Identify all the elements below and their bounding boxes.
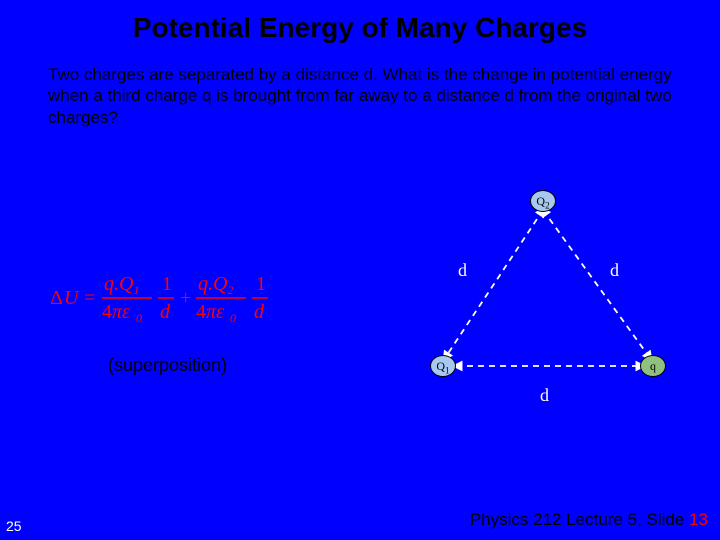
svg-text:U: U xyxy=(64,287,80,309)
charge-q: q xyxy=(640,355,666,377)
svg-text:0: 0 xyxy=(136,311,142,325)
d-label-right: d xyxy=(610,260,619,281)
superposition-note: (superposition) xyxy=(108,355,227,376)
d-label-bottom: d xyxy=(540,385,549,406)
svg-text:q.Q2: q.Q2 xyxy=(198,273,233,297)
page-number: 25 xyxy=(6,518,22,534)
svg-text:=: = xyxy=(84,287,95,309)
charge-q1: Q1 xyxy=(430,355,456,377)
svg-text:+: + xyxy=(180,287,191,309)
svg-text:4: 4 xyxy=(102,301,112,323)
svg-text:1: 1 xyxy=(162,273,172,295)
svg-text:d: d xyxy=(160,301,171,323)
svg-text:πε: πε xyxy=(112,301,130,323)
d-label-left: d xyxy=(458,260,467,281)
svg-text:0: 0 xyxy=(230,311,236,325)
formula-delta-u: Δ U = q.Q1 4πε0 1 d + q.Q2 4πε0 1 d xyxy=(50,270,310,330)
slide-title: Potential Energy of Many Charges xyxy=(0,0,720,44)
triangle-edges xyxy=(410,190,690,410)
svg-text:4: 4 xyxy=(196,301,206,323)
svg-text:q.Q1: q.Q1 xyxy=(104,273,139,297)
svg-text:πε: πε xyxy=(206,301,224,323)
footer-citation: Physics 212 Lecture 5, Slide 13 xyxy=(470,510,708,530)
triangle-diagram: Q2 Q1 q d d d xyxy=(410,190,690,410)
charge-q2: Q2 xyxy=(530,190,556,212)
question-text: Two charges are separated by a distance … xyxy=(0,44,720,128)
svg-text:d: d xyxy=(254,301,265,323)
svg-text:1: 1 xyxy=(256,273,266,295)
svg-text:Δ: Δ xyxy=(50,287,63,309)
